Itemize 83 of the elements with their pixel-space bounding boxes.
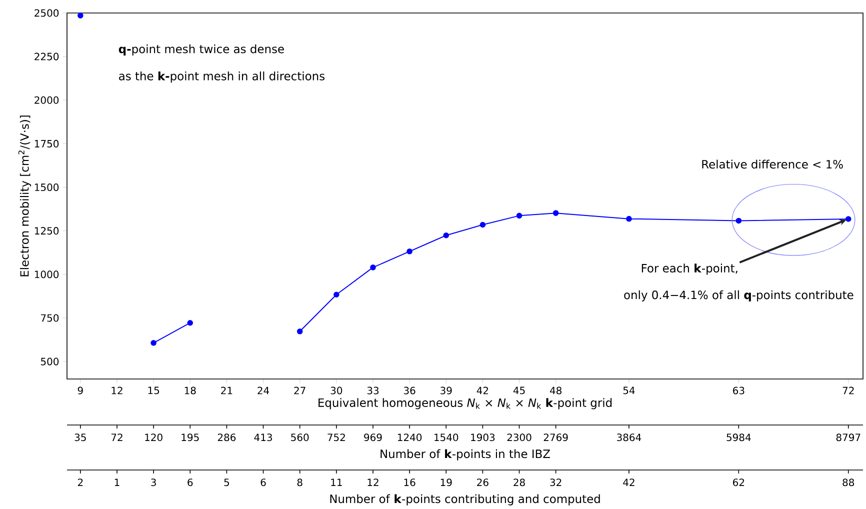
y-tick-label: 1750 xyxy=(34,140,59,148)
y-tick-label: 1250 xyxy=(34,227,59,235)
text: Equivalent homogeneous N$_{k}$ × N$_{k}$ × N$_{k}$ k-point grid xyxy=(318,398,612,410)
x-tick-label: 63 xyxy=(733,386,744,394)
y-tick-label: 1000 xyxy=(34,270,59,278)
text: 2769 xyxy=(544,434,568,442)
text: 413 xyxy=(254,434,272,442)
annotation: For each k-point, xyxy=(642,264,738,275)
x-tick-label: 15 xyxy=(148,386,160,394)
text: 8 xyxy=(297,478,302,486)
x-tick-label: 54 xyxy=(623,386,635,394)
point xyxy=(552,210,559,216)
point xyxy=(516,212,522,219)
point xyxy=(78,12,84,18)
text: 5 xyxy=(224,478,229,486)
x-tick-label: 24 xyxy=(258,386,270,394)
text: 286 xyxy=(218,434,236,442)
point xyxy=(736,218,742,224)
text: 6 xyxy=(188,478,193,486)
text: 969 xyxy=(364,434,382,442)
point xyxy=(334,292,340,298)
x-tick-label: 39 xyxy=(440,386,452,394)
text: Number of k-points in the IBZ xyxy=(380,449,550,460)
text: 120 xyxy=(145,434,162,442)
x-tick-label: 21 xyxy=(221,386,232,394)
y-tick-label: 500 xyxy=(40,358,59,366)
text: 1 xyxy=(114,478,120,486)
x-tick-label: 30 xyxy=(330,386,342,394)
text: 88 xyxy=(842,478,854,486)
x-tick-label: 45 xyxy=(513,386,525,394)
x-tick-label: 12 xyxy=(112,386,122,394)
text: 6 xyxy=(260,478,266,486)
text: 62 xyxy=(733,478,744,486)
y-tick-label: 2500 xyxy=(34,9,59,17)
text: 3 xyxy=(151,478,156,486)
y-tick-label: 750 xyxy=(41,314,59,322)
annotation: q-point mesh twice as dense xyxy=(118,44,284,56)
x-tick-label: 48 xyxy=(550,386,562,394)
x-tick-label: 18 xyxy=(184,386,196,394)
text: 2 xyxy=(78,478,83,486)
x-tick-label: 42 xyxy=(476,386,488,394)
text: 42 xyxy=(623,478,634,486)
text: 72 xyxy=(111,434,122,441)
x-tick-label: 33 xyxy=(367,386,379,394)
text: 1903 xyxy=(471,434,495,442)
text: 1240 xyxy=(398,434,422,442)
text: 752 xyxy=(328,434,345,442)
text: 26 xyxy=(477,478,488,486)
x-tick-label: 9 xyxy=(78,386,83,394)
text: 3864 xyxy=(617,434,642,442)
text: 195 xyxy=(182,434,199,442)
y-tick-label: 2250 xyxy=(34,52,59,60)
annotation: only 0.4−4.1% of all q-points contribute xyxy=(624,290,854,302)
text: 28 xyxy=(514,478,525,486)
text: 2300 xyxy=(507,434,532,442)
point xyxy=(406,248,412,254)
text: 19 xyxy=(440,478,452,486)
text: 32 xyxy=(550,478,562,486)
x-tick-label: 72 xyxy=(842,386,854,394)
text: 8797 xyxy=(836,434,860,442)
text: 5984 xyxy=(726,434,751,442)
text: 560 xyxy=(291,434,309,442)
point xyxy=(150,340,156,346)
y-tick-label: 1500 xyxy=(34,183,59,192)
text: 1540 xyxy=(434,434,458,442)
point xyxy=(480,222,486,228)
text: 11 xyxy=(331,478,342,486)
x-tick-label: 36 xyxy=(404,386,416,394)
text: Number of k-points contributing and computed xyxy=(330,494,600,506)
point xyxy=(845,216,852,222)
annotation: Relative difference < 1% xyxy=(702,160,843,169)
point xyxy=(296,328,303,334)
point xyxy=(626,216,632,222)
x-tick-label: 27 xyxy=(294,386,306,394)
text: 16 xyxy=(404,478,416,486)
point xyxy=(443,232,450,238)
point xyxy=(370,264,376,270)
annotation: as the k-point mesh in all directions xyxy=(119,71,325,83)
text: 35 xyxy=(74,434,86,442)
point xyxy=(187,320,194,326)
y-tick-label: 2000 xyxy=(34,96,59,104)
y-axis-title: Electron mobility [cm$^{2}$/(V·s)] xyxy=(18,116,32,276)
text: 12 xyxy=(368,478,378,486)
